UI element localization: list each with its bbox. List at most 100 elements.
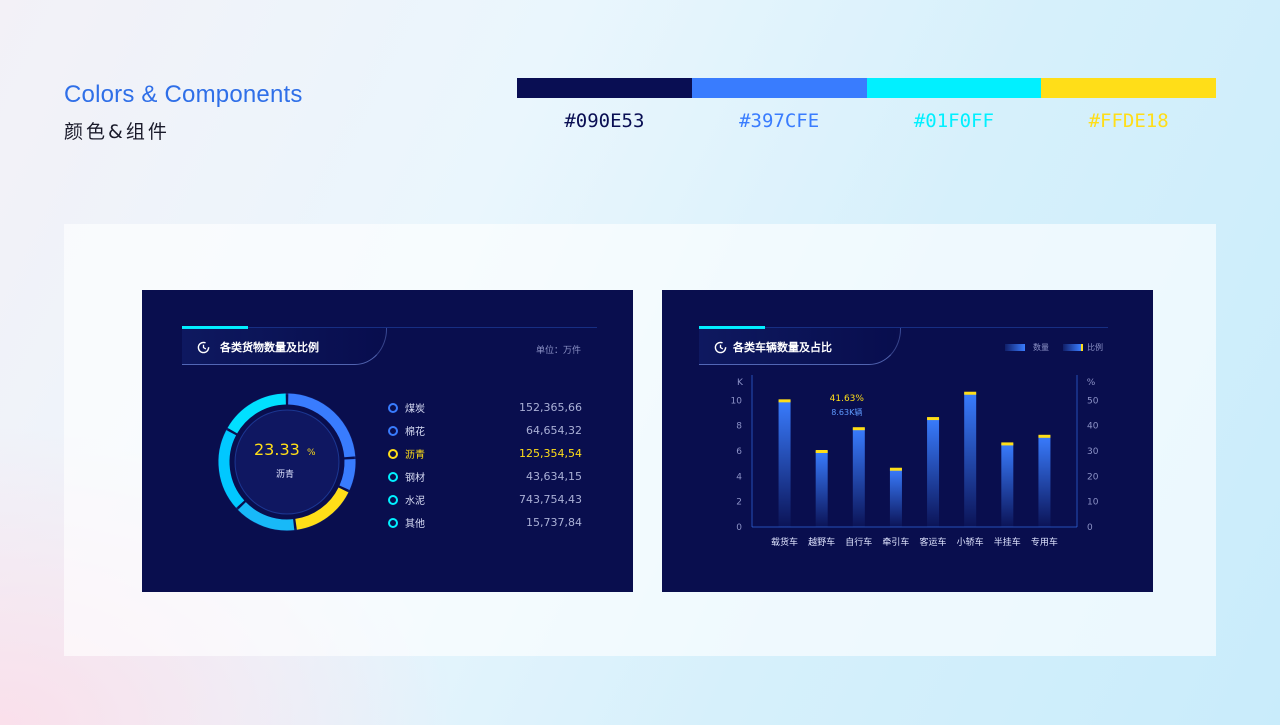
legend-value: 125,354,54 — [519, 447, 582, 460]
donut-chart — [218, 393, 356, 531]
bar[interactable] — [778, 400, 791, 527]
bar[interactable] — [889, 468, 902, 527]
page-title: Colors & Components — [64, 81, 303, 108]
donut-segment[interactable] — [339, 459, 356, 490]
clock-icon — [714, 341, 727, 354]
legend-value: 64,654,32 — [526, 424, 582, 437]
donut-segment[interactable] — [295, 487, 349, 530]
y2-tick-label: 0 — [1087, 523, 1093, 533]
swatch-navy: #090E53 — [517, 78, 692, 138]
bar[interactable] — [964, 392, 977, 527]
legend-label: 煤炭 — [405, 404, 425, 415]
legend-value: 43,634,15 — [526, 470, 582, 483]
legend-label: 沥青 — [405, 450, 425, 461]
y2-tick-label: 10 — [1087, 498, 1099, 508]
clock-icon — [197, 341, 210, 354]
y2-tick-label: 30 — [1087, 447, 1099, 457]
title-divider — [182, 327, 597, 328]
donut-segment[interactable] — [237, 502, 295, 531]
bar-cap — [889, 467, 902, 471]
bar-cap — [964, 391, 977, 395]
swatch-blue: #397CFE — [691, 78, 867, 138]
title-accent — [182, 326, 248, 329]
x-tick-label: 越野车 — [808, 536, 835, 548]
y-tick-label: 4 — [736, 472, 742, 482]
bar[interactable] — [1001, 443, 1014, 527]
swatch-code: #090E53 — [564, 110, 645, 132]
legend-label: 水泥 — [405, 496, 425, 507]
bar[interactable] — [815, 451, 828, 527]
title-frame — [699, 328, 901, 365]
legend-dot — [388, 471, 398, 482]
bar[interactable] — [1038, 435, 1051, 527]
legend-label: 棉花 — [405, 427, 425, 438]
legend-dot — [388, 494, 398, 505]
legend-value: 15,737,84 — [526, 516, 582, 529]
legend-item-selected[interactable]: 沥青 125,354,54 — [388, 442, 582, 465]
cargo-legend: 煤炭 152,365,66 棉花 64,654,32 沥青 125,354,54… — [388, 396, 582, 534]
panel-title: 各类货物数量及比例 — [220, 341, 319, 354]
unit-label: 单位：万件 — [535, 346, 581, 356]
x-tick-label: 牵引车 — [882, 536, 909, 548]
donut-center-unit: % — [307, 448, 316, 458]
legend-ratio-label: 比例 — [1087, 343, 1103, 352]
legend-ratio[interactable]: 比例 — [1063, 342, 1103, 353]
x-tick-label: 客运车 — [920, 536, 947, 548]
swatch-code: #FFDE18 — [1088, 110, 1169, 132]
donut-segment[interactable] — [287, 393, 356, 458]
legend-item[interactable]: 钢材 43,634,15 — [388, 465, 582, 488]
legend-quantity[interactable]: 数量 — [1005, 342, 1049, 353]
bar-cap — [815, 450, 828, 453]
x-tick-label: 半挂车 — [994, 536, 1021, 548]
donut-inner-disc — [234, 409, 340, 515]
donut-segment[interactable] — [218, 430, 245, 508]
y-tick-label: 0 — [736, 523, 742, 533]
swatch-bar — [691, 78, 867, 98]
y2-tick-label: 40 — [1087, 422, 1099, 432]
swatch-bar — [517, 78, 692, 98]
tooltip-quantity: 8.63K辆 — [831, 407, 862, 417]
y2-axis-unit: % — [1087, 378, 1096, 388]
bar[interactable] — [927, 418, 940, 527]
legend-item[interactable]: 煤炭 152,365,66 — [388, 396, 582, 419]
legend-value: 152,365,66 — [519, 401, 582, 414]
page-subtitle: 颜色&组件 — [64, 121, 170, 143]
title-frame — [182, 328, 387, 365]
legend-value: 743,754,43 — [519, 493, 582, 506]
donut-center-value: 23.33 — [254, 440, 300, 459]
y-tick-label: 10 — [731, 396, 743, 406]
x-tick-label: 专用车 — [1031, 536, 1058, 548]
bar[interactable] — [852, 428, 865, 527]
y-axis-unit: K — [737, 378, 744, 388]
color-palette: #090E53 #397CFE #01F0FF #FFDE18 — [517, 78, 1216, 138]
title-divider — [699, 327, 1108, 328]
swatch-cyan: #01F0FF — [866, 78, 1042, 138]
cargo-panel: 各类货物数量及比例 单位：万件 23.33 % 沥青 煤炭 152,365,66… — [142, 290, 633, 592]
tooltip-ratio: 41.63% — [830, 394, 865, 404]
vehicle-bar-chart: K % 0 2 4 6 8 10 0 10 20 30 40 50 载货车 越野车 自行车 牵引车 客运车 小轿车 半挂… — [731, 375, 1099, 548]
legend-quantity-label: 数量 — [1033, 343, 1049, 352]
donut-segment[interactable] — [227, 393, 287, 434]
title-accent — [699, 326, 765, 329]
bar-cap — [1038, 434, 1051, 438]
vehicle-panel: 各类车辆数量及占比 数量 比例 K% 0 2 4 6 8 10 0 10 20 30 40 50 载货车越… — [662, 290, 1153, 592]
legend-dot — [388, 448, 398, 459]
legend-dot — [388, 517, 398, 528]
legend-label: 钢材 — [405, 473, 425, 484]
y2-tick-label: 20 — [1087, 472, 1099, 482]
swatch-bar — [1041, 78, 1216, 98]
donut-center-label: 沥青 — [276, 470, 295, 480]
bar-cap — [1001, 442, 1014, 446]
legend-dot — [388, 425, 398, 436]
panel-title: 各类车辆数量及占比 — [733, 341, 832, 354]
legend-dot — [388, 402, 398, 413]
y-tick-label: 6 — [736, 447, 742, 457]
legend-swatch — [1005, 344, 1025, 351]
swatch-yellow: #FFDE18 — [1041, 78, 1216, 138]
legend-item[interactable]: 其他 15,737,84 — [388, 511, 582, 534]
legend-item[interactable]: 棉花 64,654,32 — [388, 419, 582, 442]
legend-item[interactable]: 水泥 743,754,43 — [388, 488, 582, 511]
bar-cap — [852, 427, 865, 431]
swatch-bar — [866, 78, 1042, 98]
swatch-code: #01F0FF — [913, 110, 994, 132]
